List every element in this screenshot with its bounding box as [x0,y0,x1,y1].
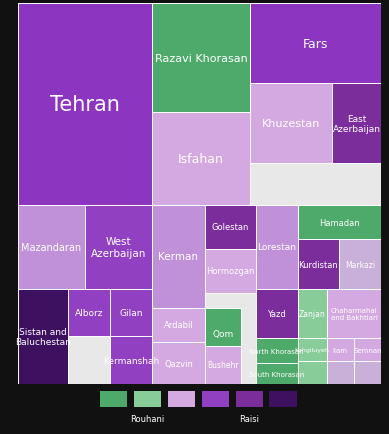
Bar [152,4,250,112]
Bar [68,289,110,337]
Bar [298,339,327,361]
Bar [256,339,298,363]
Text: Kurdistan: Kurdistan [299,260,338,269]
Bar [256,289,298,339]
Text: East
Azerbaijan: East Azerbaijan [333,114,381,134]
Text: Rouhani: Rouhani [130,414,165,423]
Bar [18,289,68,384]
Text: Hamadan: Hamadan [319,218,360,227]
Text: Chaharmahal
and Bakhtiari: Chaharmahal and Bakhtiari [331,307,377,320]
Bar [110,337,152,384]
Text: Golestan: Golestan [212,223,249,232]
Bar [100,391,127,407]
Bar [256,206,298,289]
Text: Mazandaran: Mazandaran [21,243,81,252]
Bar [327,361,354,384]
Text: Isfahan: Isfahan [178,153,224,166]
Text: Gilan: Gilan [119,309,143,317]
Text: Ilam: Ilam [333,347,348,353]
Text: Zanjan: Zanjan [299,309,326,318]
Text: Sistan and
Baluchestan: Sistan and Baluchestan [15,327,71,346]
Text: Alborz: Alborz [75,309,103,317]
Bar [152,308,205,342]
Bar [354,339,381,361]
Bar [298,206,381,240]
Text: South Khorasan: South Khorasan [249,371,304,377]
Text: Kermanshah: Kermanshah [103,356,159,365]
Bar [298,240,339,289]
Bar [202,391,229,407]
Text: Ardabil: Ardabil [163,321,193,330]
Text: Semnan: Semnan [353,347,382,353]
Bar [327,289,381,339]
Bar [298,289,327,339]
Bar [250,4,381,84]
Text: Hormozgan: Hormozgan [206,266,254,276]
Bar [250,84,332,164]
Text: Fars: Fars [303,38,328,51]
Bar [18,4,152,206]
Bar [256,363,298,384]
Bar [152,206,205,308]
Bar [327,339,354,361]
Text: Markazi: Markazi [345,260,375,269]
Bar [205,346,241,384]
Text: Qazvin: Qazvin [164,359,193,368]
Bar [236,391,263,407]
Bar [332,84,381,164]
Bar [110,289,152,337]
Text: Kohgiluyeh: Kohgiluyeh [295,348,329,352]
Bar [152,112,250,206]
Bar [134,391,161,407]
Bar [152,342,205,384]
Text: Khuzestan: Khuzestan [262,119,321,129]
Bar [339,240,381,289]
Bar [354,361,381,384]
Bar [205,249,256,293]
Text: Yazd: Yazd [267,309,286,318]
Bar [205,206,256,249]
Bar [205,308,241,359]
Text: Raisi: Raisi [239,414,259,423]
Text: North Khorasan: North Khorasan [249,348,304,354]
Text: Qom: Qom [212,329,234,338]
Bar [85,206,152,289]
Text: West
Azerbaijan: West Azerbaijan [91,237,146,258]
Bar [298,361,327,384]
Bar [168,391,195,407]
Text: Lorestan: Lorestan [257,243,296,252]
Text: Razavi Khorasan: Razavi Khorasan [155,53,247,63]
Bar [18,206,85,289]
Bar [270,391,296,407]
Text: Kerman: Kerman [158,252,198,262]
Text: Bushehr: Bushehr [207,361,239,370]
Text: Tehran: Tehran [50,95,120,115]
